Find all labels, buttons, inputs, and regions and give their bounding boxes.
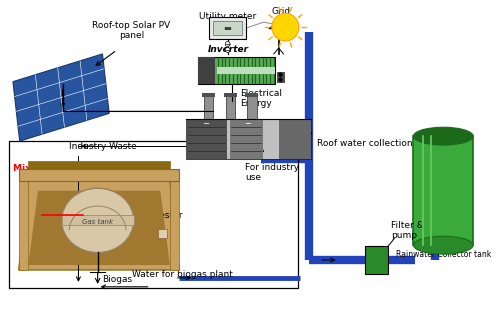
Text: Grid: Grid [271, 7, 290, 16]
Circle shape [225, 42, 230, 46]
Text: Digester: Digester [144, 211, 182, 220]
Circle shape [272, 13, 299, 41]
Text: ▬: ▬ [224, 24, 232, 33]
Bar [276, 72, 284, 82]
Ellipse shape [414, 236, 473, 254]
Text: Biogas: Biogas [102, 275, 132, 284]
Bar [186, 119, 312, 159]
Bar [202, 93, 215, 96]
Bar [210, 17, 246, 39]
Bar [226, 95, 235, 119]
Text: Rainwater Collector tank: Rainwater Collector tank [396, 250, 491, 259]
Circle shape [279, 73, 282, 76]
Bar [213, 21, 242, 35]
Circle shape [279, 78, 282, 81]
Bar [28, 161, 170, 169]
Bar [366, 246, 388, 274]
Text: For industry
use: For industry use [245, 163, 299, 182]
Bar [230, 119, 264, 159]
Bar [245, 93, 258, 96]
Text: Industry Waste: Industry Waste [69, 142, 136, 151]
Bar [224, 93, 237, 96]
Bar [198, 57, 275, 84]
Bar [158, 229, 167, 238]
Text: Roof water collection: Roof water collection [317, 139, 413, 148]
Text: Electrical
Energy: Electrical Energy [240, 89, 282, 108]
Ellipse shape [62, 188, 134, 253]
Polygon shape [18, 181, 28, 270]
Circle shape [225, 48, 230, 53]
Bar [62, 216, 134, 225]
Text: Roof-top Solar PV
panel: Roof-top Solar PV panel [92, 21, 170, 40]
Bar [186, 119, 226, 159]
Polygon shape [28, 191, 170, 265]
Bar [204, 95, 213, 119]
Text: −: − [202, 119, 209, 128]
Ellipse shape [414, 127, 473, 145]
Polygon shape [170, 181, 179, 270]
Bar [414, 136, 473, 245]
Text: Gas tank: Gas tank [82, 219, 113, 225]
Polygon shape [13, 54, 109, 141]
Text: Inverter: Inverter [208, 45, 248, 54]
Text: Filter &
pump: Filter & pump [392, 220, 424, 240]
Bar [247, 95, 256, 119]
Text: Mixing Tank: Mixing Tank [13, 165, 74, 173]
Bar [198, 57, 215, 84]
Text: −: − [244, 119, 252, 128]
Bar [9, 141, 298, 288]
Polygon shape [18, 181, 180, 270]
Bar [18, 169, 180, 181]
Bar [217, 67, 275, 74]
Text: Water for biogas plant: Water for biogas plant [132, 271, 233, 279]
Bar [278, 119, 312, 159]
Text: Utility meter: Utility meter [199, 12, 256, 21]
